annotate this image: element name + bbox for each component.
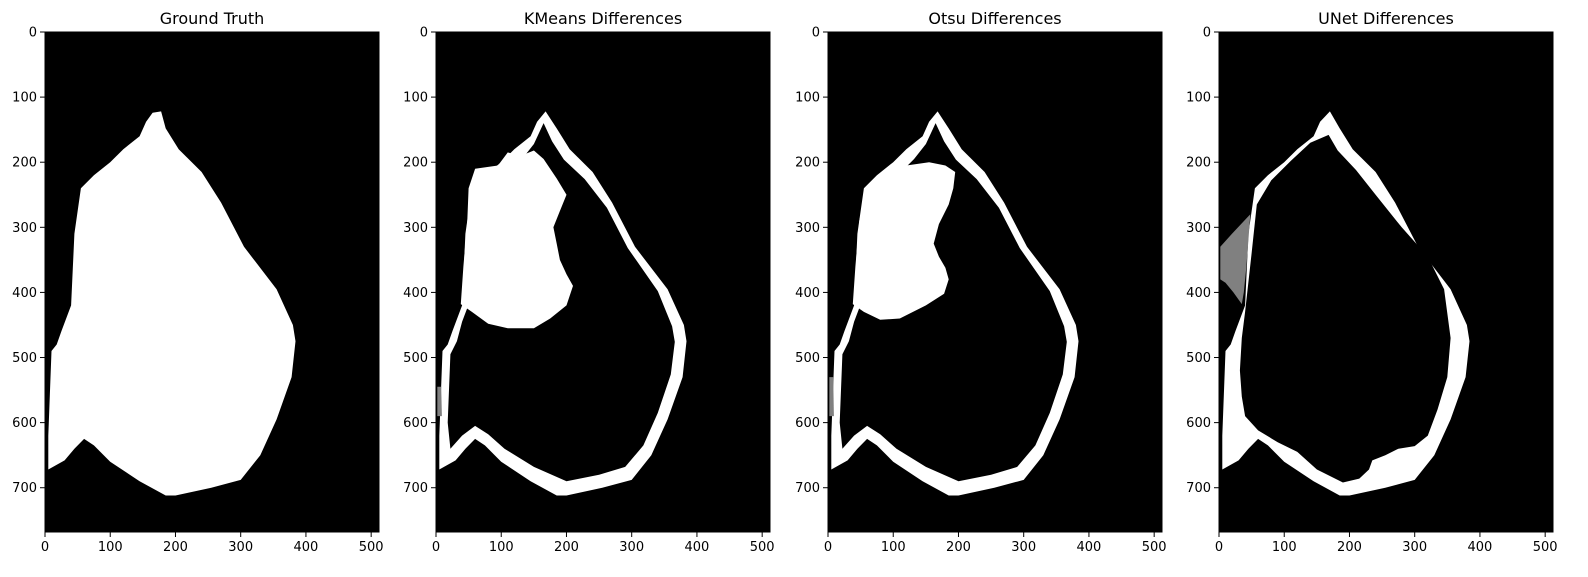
y-tick-label: 200: [795, 156, 820, 171]
axes-frame: [435, 31, 771, 533]
panel-2: KMeans Differences 0 100 200 300 400 500 0 100 20…: [403, 9, 774, 555]
y-tick-label: 300: [12, 221, 37, 236]
y-tick-label: 500: [403, 351, 428, 366]
y-tick-label: 600: [403, 416, 428, 431]
x-tick-label: 500: [750, 540, 775, 555]
panel-title: UNet Differences: [1318, 9, 1454, 28]
y-tick-label: 300: [795, 221, 820, 236]
y-tick-label: 0: [1203, 26, 1211, 41]
y-tick-label: 700: [403, 481, 428, 496]
y-tick-label: 600: [1186, 416, 1211, 431]
y-tick-label: 200: [1186, 156, 1211, 171]
region-blob: [852, 162, 956, 320]
region-partial-region: [1220, 214, 1251, 305]
y-tick-label: 100: [795, 91, 820, 106]
y-tick-label: 100: [1186, 91, 1211, 106]
axes-frame: [827, 31, 1163, 533]
x-tick-label: 400: [1077, 540, 1102, 555]
x-tick-label: 500: [1533, 540, 1558, 555]
x-tick-label: 400: [294, 540, 319, 555]
region-blob: [460, 150, 573, 329]
x-tick-label: 0: [432, 540, 440, 555]
y-tick-label: 600: [795, 416, 820, 431]
y-tick-label: 500: [795, 351, 820, 366]
y-tick-label: 300: [1186, 221, 1211, 236]
x-tick-label: 0: [824, 540, 832, 555]
x-tick-label: 200: [946, 540, 971, 555]
y-tick-label: 500: [12, 351, 37, 366]
panel-title: Ground Truth: [160, 9, 265, 28]
region-partial-edge: [829, 377, 834, 417]
x-tick-label: 500: [1142, 540, 1167, 555]
panel-title: KMeans Differences: [524, 9, 682, 28]
y-tick-label: 100: [12, 91, 37, 106]
y-tick-label: 0: [420, 26, 428, 41]
y-tick-label: 700: [795, 481, 820, 496]
region-partial-edge: [437, 386, 442, 417]
y-tick-label: 200: [403, 156, 428, 171]
x-tick-label: 0: [41, 540, 49, 555]
y-tick-label: 400: [12, 286, 37, 301]
y-tick-label: 0: [812, 26, 820, 41]
y-tick-label: 700: [12, 481, 37, 496]
x-tick-label: 300: [228, 540, 253, 555]
region-inner-hole: [1239, 134, 1451, 483]
x-tick-label: 100: [881, 540, 906, 555]
x-tick-label: 200: [163, 540, 188, 555]
y-tick-label: 0: [29, 26, 37, 41]
x-tick-label: 200: [554, 540, 579, 555]
axes-frame: [44, 31, 380, 533]
x-tick-label: 400: [1468, 540, 1493, 555]
y-tick-label: 300: [403, 221, 428, 236]
y-tick-label: 100: [403, 91, 428, 106]
x-tick-label: 400: [685, 540, 710, 555]
panel-3: Otsu Differences 0 100 200 300 400 500 0 100 200 3…: [795, 9, 1166, 555]
y-tick-label: 600: [12, 416, 37, 431]
x-tick-label: 500: [359, 540, 384, 555]
y-tick-label: 500: [1186, 351, 1211, 366]
y-tick-label: 400: [403, 286, 428, 301]
x-tick-label: 300: [619, 540, 644, 555]
axes-frame: [1218, 31, 1554, 533]
y-tick-label: 400: [1186, 286, 1211, 301]
x-tick-label: 100: [1272, 540, 1297, 555]
x-tick-label: 100: [98, 540, 123, 555]
x-tick-label: 100: [489, 540, 514, 555]
y-tick-label: 400: [795, 286, 820, 301]
panel-1: Ground Truth 0 100 200 300 400 500 0 100 200 300 40…: [12, 9, 383, 555]
x-tick-label: 200: [1337, 540, 1362, 555]
x-tick-label: 300: [1402, 540, 1427, 555]
x-tick-label: 0: [1215, 540, 1223, 555]
panel-title: Otsu Differences: [928, 9, 1061, 28]
y-tick-label: 200: [12, 156, 37, 171]
y-tick-label: 700: [1186, 481, 1211, 496]
panel-4: UNet Differences 0 100 200 300 400 500 0 100 200 3…: [1186, 9, 1557, 555]
region-mask: [48, 111, 296, 496]
x-tick-label: 300: [1011, 540, 1036, 555]
